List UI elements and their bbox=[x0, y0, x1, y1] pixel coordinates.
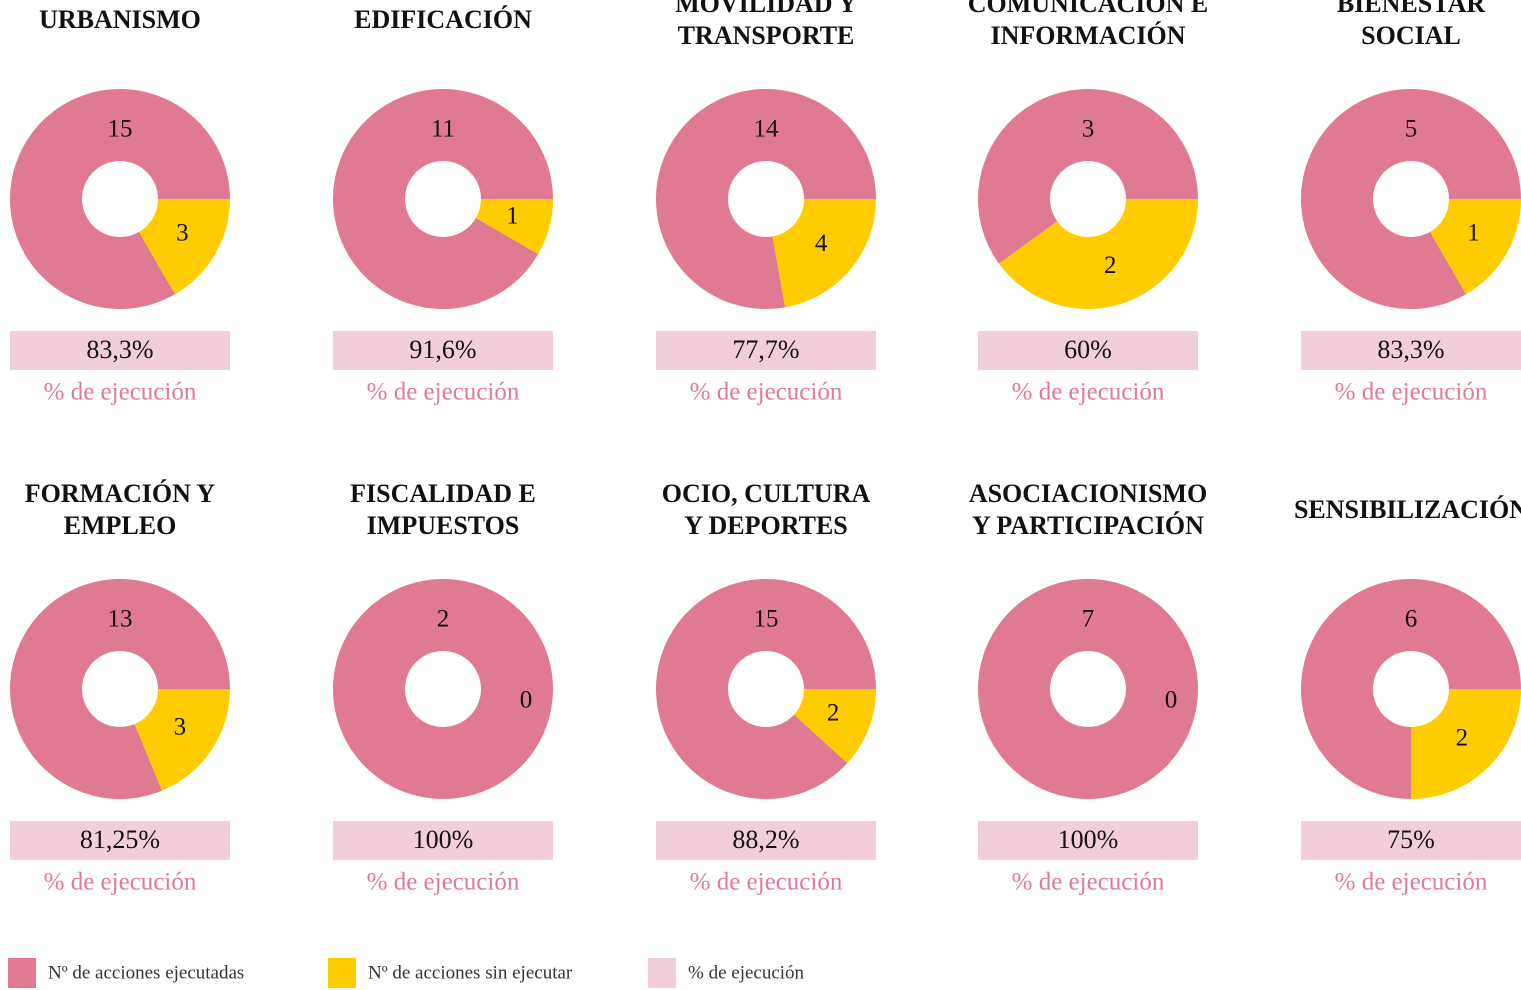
percent-label: 100% bbox=[1058, 825, 1119, 854]
percent-label: 83,3% bbox=[1377, 335, 1444, 364]
value-label: 13 bbox=[108, 606, 133, 633]
percent-label: 100% bbox=[413, 825, 474, 854]
value-label: 14 bbox=[754, 116, 780, 143]
percent-box bbox=[978, 821, 1198, 860]
chart-title: MOVILIDAD Y bbox=[675, 0, 857, 18]
icon-circle bbox=[728, 161, 804, 237]
percent-caption: % de ejecución bbox=[690, 869, 843, 896]
percent-caption: % de ejecución bbox=[367, 869, 520, 896]
chart-title: INFORMACIÓN bbox=[991, 21, 1186, 50]
icon-circle bbox=[405, 161, 481, 237]
value-label: 6 bbox=[1405, 606, 1418, 633]
icon-circle bbox=[82, 651, 158, 727]
icon-circle bbox=[1050, 161, 1126, 237]
chart-title: COMUNICACIÓN E bbox=[968, 0, 1209, 18]
legend-label: Nº de acciones sin ejecutar bbox=[368, 962, 573, 983]
value-label: 1 bbox=[1467, 220, 1480, 247]
value-label: 1 bbox=[506, 202, 519, 229]
percent-caption: % de ejecución bbox=[1335, 869, 1488, 896]
value-label: 2 bbox=[1104, 252, 1117, 279]
chart-title: Y PARTICIPACIÓN bbox=[972, 511, 1204, 540]
chart-title: BIENESTAR bbox=[1337, 0, 1486, 18]
percent-label: 77,7% bbox=[732, 335, 799, 364]
percent-caption: % de ejecución bbox=[367, 379, 520, 406]
chart-title: SENSIBILIZACIÓN bbox=[1294, 495, 1521, 524]
chart-title: IMPUESTOS bbox=[367, 511, 520, 540]
chart-title: OCIO, CULTURA bbox=[662, 479, 871, 508]
chart-title: FISCALIDAD E bbox=[350, 479, 536, 508]
percent-caption: % de ejecución bbox=[690, 379, 843, 406]
percent-box bbox=[978, 331, 1198, 370]
value-label: 2 bbox=[437, 606, 450, 633]
percent-box bbox=[333, 331, 553, 370]
percent-box bbox=[333, 821, 553, 860]
percent-label: 60% bbox=[1064, 335, 1112, 364]
percent-label: 88,2% bbox=[732, 825, 799, 854]
percent-caption: % de ejecución bbox=[44, 379, 197, 406]
value-label: 2 bbox=[1456, 725, 1469, 752]
value-label: 5 bbox=[1405, 116, 1418, 143]
percent-label: 83,3% bbox=[86, 335, 153, 364]
chart-title: TRANSPORTE bbox=[678, 21, 855, 50]
percent-label: 75% bbox=[1387, 825, 1435, 854]
value-label: 4 bbox=[815, 230, 828, 257]
chart-title: FORMACIÓN Y bbox=[25, 479, 216, 508]
pie-wedge bbox=[766, 199, 876, 308]
value-label: 2 bbox=[827, 700, 840, 727]
icon-circle bbox=[82, 161, 158, 237]
chart-title: SOCIAL bbox=[1361, 21, 1461, 50]
icon-circle bbox=[728, 651, 804, 727]
icon-circle bbox=[405, 651, 481, 727]
icon-circle bbox=[1373, 161, 1449, 237]
legend-swatch bbox=[8, 958, 36, 988]
legend-label: % de ejecución bbox=[688, 962, 805, 983]
legend-label: Nº de acciones ejecutadas bbox=[48, 962, 244, 983]
icon-circle bbox=[1050, 651, 1126, 727]
percent-box bbox=[656, 331, 876, 370]
value-label: 11 bbox=[431, 116, 455, 143]
percent-box bbox=[1301, 821, 1521, 860]
pie-wedge bbox=[999, 199, 1198, 309]
chart-title: Y DEPORTES bbox=[684, 511, 848, 540]
percent-box bbox=[10, 821, 230, 860]
percent-box bbox=[656, 821, 876, 860]
chart-title: ASOCIACIONISMO bbox=[969, 479, 1207, 508]
legend-swatch bbox=[648, 958, 676, 988]
value-label: 0 bbox=[520, 686, 533, 713]
value-label: 3 bbox=[174, 714, 187, 741]
percent-box bbox=[10, 331, 230, 370]
percent-caption: % de ejecución bbox=[44, 869, 197, 896]
value-label: 3 bbox=[1082, 116, 1095, 143]
value-label: 3 bbox=[176, 220, 189, 247]
percent-label: 81,25% bbox=[80, 825, 160, 854]
chart-title: EMPLEO bbox=[64, 511, 177, 540]
chart-title: EDIFICACIÓN bbox=[354, 5, 532, 34]
percent-box bbox=[1301, 331, 1521, 370]
legend-swatch bbox=[328, 958, 356, 988]
chart-title: URBANISMO bbox=[39, 5, 201, 34]
percent-caption: % de ejecución bbox=[1335, 379, 1488, 406]
value-label: 15 bbox=[754, 606, 779, 633]
icon-circle bbox=[1373, 651, 1449, 727]
value-label: 7 bbox=[1082, 606, 1095, 633]
value-label: 0 bbox=[1165, 686, 1178, 713]
percent-label: 91,6% bbox=[409, 335, 476, 364]
percent-caption: % de ejecución bbox=[1012, 869, 1165, 896]
pie-wedge bbox=[1411, 689, 1521, 799]
value-label: 15 bbox=[108, 116, 133, 143]
percent-caption: % de ejecución bbox=[1012, 379, 1165, 406]
